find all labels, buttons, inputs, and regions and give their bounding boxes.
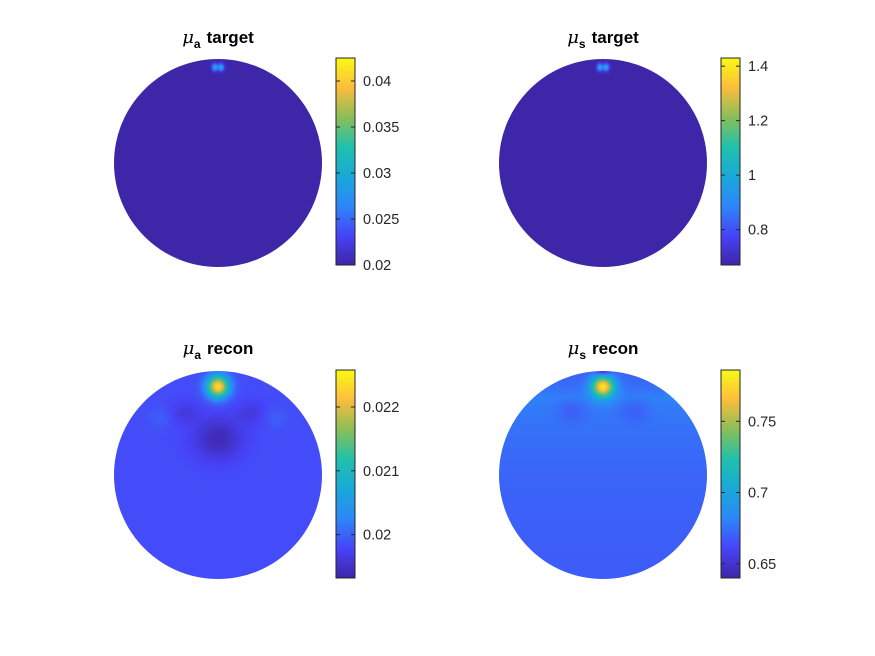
colorbar-ticks: 0.8 1 1.2 1.4: [721, 59, 768, 239]
title-symbol: μ: [567, 27, 579, 48]
title-symbol: μ: [568, 338, 580, 359]
title-symbol: μ: [183, 338, 195, 359]
colorbar-frame: [720, 57, 741, 266]
colorbar-frame: [335, 57, 356, 266]
heatmap-disc: [499, 371, 707, 579]
colorbar-frame: [720, 369, 741, 579]
colorbar-ticks: 0.02 0.025 0.03 0.035 0.04: [336, 74, 399, 274]
panel-mus-target: μs target 0.8 1 1.2 1.4: [499, 27, 768, 267]
colorbar-tick-label: 0.03: [363, 166, 391, 182]
colorbar-tick-label: 1: [748, 168, 756, 184]
heatmap-disc: [499, 59, 707, 267]
title-text: target: [207, 28, 255, 47]
colorbar-tick-label: 0.7: [748, 486, 768, 502]
colorbar-tick-label: 0.75: [748, 414, 776, 430]
colorbar-ticks: 0.65 0.7 0.75: [721, 414, 776, 573]
title-symbol: μ: [182, 27, 194, 48]
colorbar-tick-label: 0.022: [363, 400, 399, 416]
colorbar-tick-label: 0.02: [363, 258, 391, 274]
colorbar-tick-label: 1.2: [748, 114, 768, 130]
colorbar: [336, 370, 355, 578]
panel-mus-recon: μs recon 0.65 0.7 0.75: [499, 338, 776, 579]
title-subscript: a: [194, 348, 201, 362]
colorbar-ticks: 0.02 0.021 0.022: [336, 400, 399, 544]
panel-mua-target: μa target 0.02 0.025 0.03 0.035 0.04: [114, 27, 399, 274]
colorbar-tick-label: 0.65: [748, 557, 776, 573]
title-subscript: a: [194, 37, 201, 51]
colorbar-tick-label: 0.8: [748, 223, 768, 239]
panel-title: μs target: [567, 27, 639, 51]
colorbar-tick-label: 0.04: [363, 74, 391, 90]
title-text: recon: [207, 339, 253, 358]
title-subscript: s: [579, 348, 586, 362]
colorbar: [721, 370, 740, 578]
colorbar-tick-label: 0.021: [363, 464, 399, 480]
title-text: recon: [592, 339, 638, 358]
panel-title: μs recon: [568, 338, 639, 362]
panel-mua-recon: μa recon 0.02 0.021 0.022: [114, 338, 399, 579]
colorbar-tick-label: 0.035: [363, 120, 399, 136]
colorbar-tick-label: 0.025: [363, 212, 399, 228]
title-text: target: [592, 28, 640, 47]
colorbar: [721, 58, 740, 265]
title-subscript: s: [579, 37, 586, 51]
colorbar: [336, 58, 355, 265]
heatmap-disc: [114, 371, 322, 579]
colorbar-tick-label: 0.02: [363, 528, 391, 544]
panel-title: μa target: [182, 27, 254, 51]
panel-title: μa recon: [183, 338, 254, 362]
colorbar-frame: [335, 369, 356, 579]
heatmap-disc: [114, 59, 322, 267]
colorbar-tick-label: 1.4: [748, 59, 768, 75]
